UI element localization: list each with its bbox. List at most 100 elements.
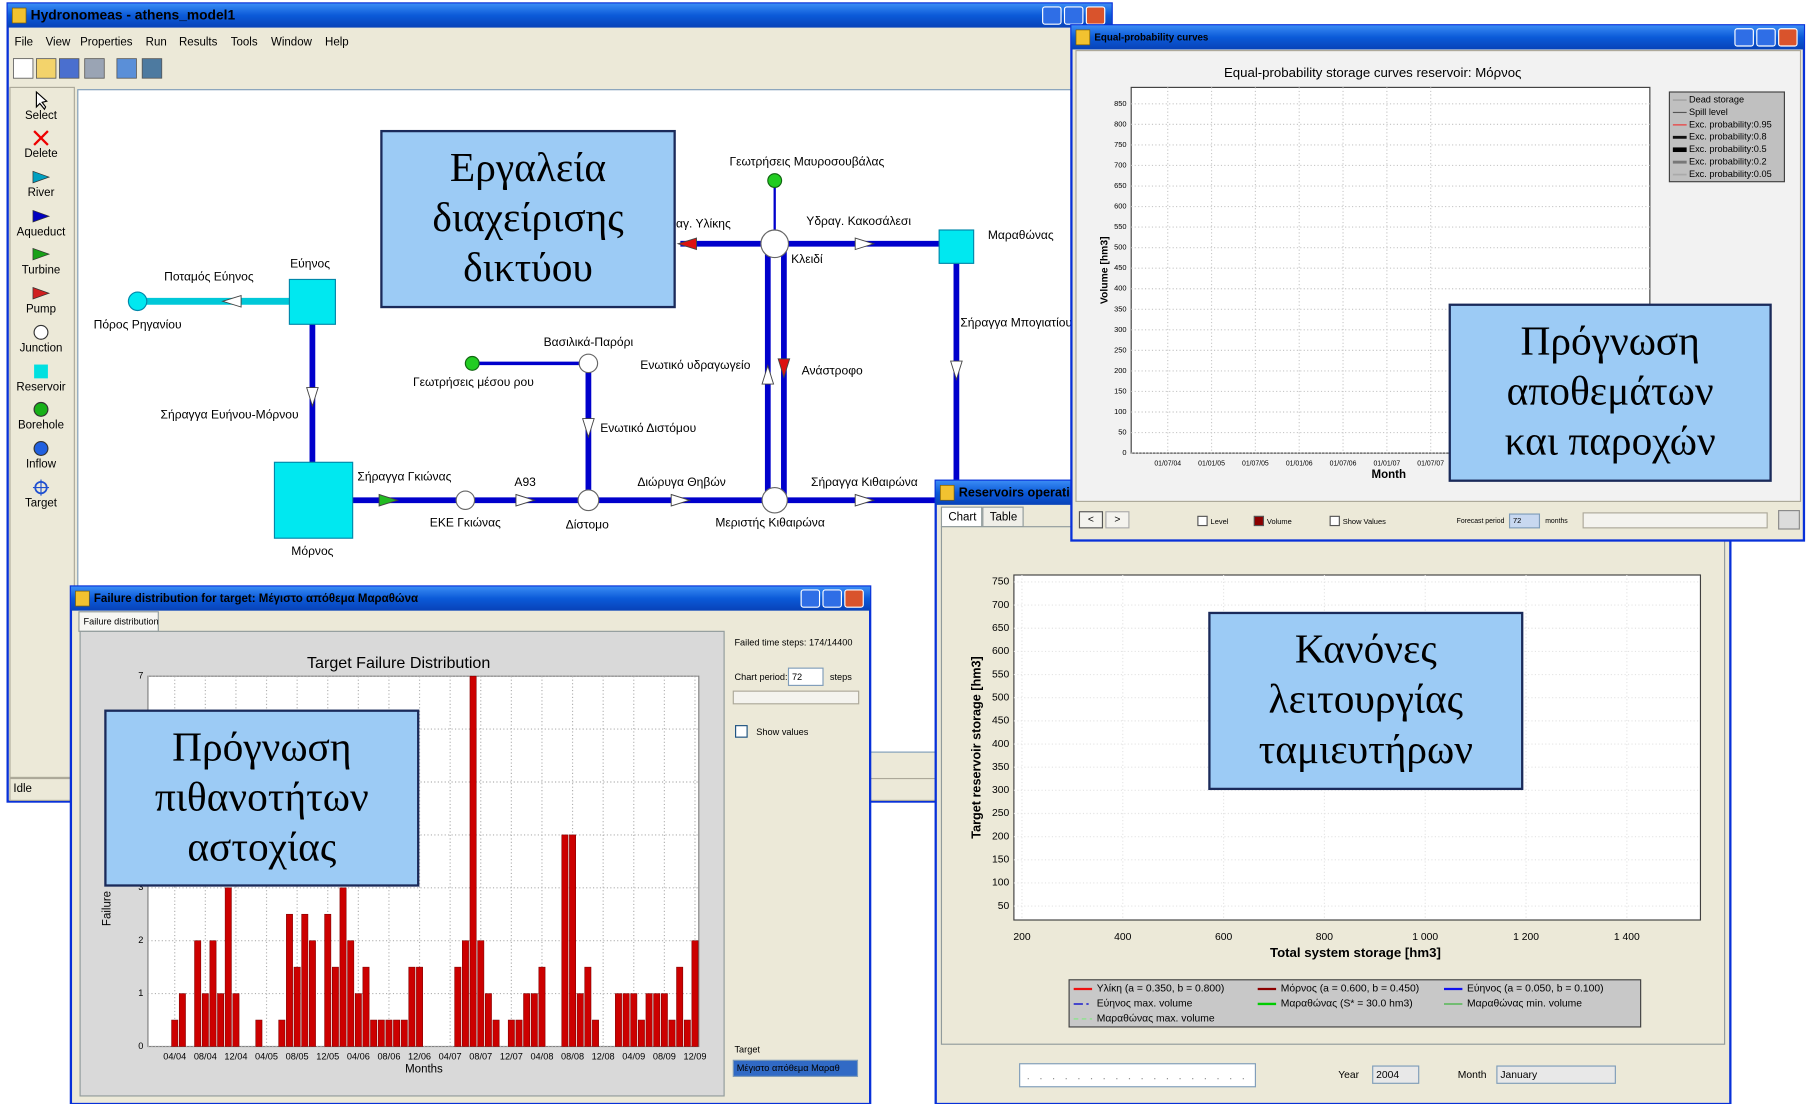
bar [569, 834, 576, 1047]
button-label: < [1088, 515, 1094, 526]
title-bar [7, 3, 1112, 28]
y-tick-label: 550 [992, 669, 1010, 680]
bar [469, 675, 477, 1047]
x-tick-label: 01/07/06 [1330, 460, 1357, 467]
junction-node [577, 489, 600, 512]
borehole-node [464, 355, 480, 371]
window-title: Hydronomeas - athens_model1 [31, 8, 236, 23]
button[interactable] [1778, 510, 1800, 530]
flow-arrow [221, 294, 242, 308]
legend-label: Exc. probability:0.5 [1689, 144, 1767, 154]
toolbar-button[interactable] [58, 58, 80, 79]
input-value: 72 [1513, 516, 1521, 525]
network-label: Σήραγγα Γκιώνας [357, 469, 451, 483]
text-input[interactable] [1508, 513, 1541, 529]
y-axis-label: Volume [hm3] [1099, 236, 1110, 304]
checkbox[interactable] [1329, 515, 1340, 527]
toolbar-button[interactable] [84, 58, 105, 79]
maximize-button[interactable] [1756, 28, 1776, 47]
minimize-button[interactable] [1042, 6, 1062, 25]
x-tick-label: 01/01/06 [1286, 460, 1313, 467]
tool-icon [33, 441, 49, 456]
legend-label: Μαραθώνας (S* = 30.0 hm3) [1281, 998, 1413, 1010]
callout-text: πιθανοτήτων [155, 773, 369, 819]
x-tick-label: 01/07/07 [1417, 460, 1444, 467]
bar [301, 913, 309, 1047]
tool-icon [34, 364, 48, 379]
maximize-button[interactable] [1063, 6, 1084, 25]
junction-node [578, 353, 599, 374]
toolbar-button[interactable] [12, 58, 34, 79]
field-label: Forecast period [1457, 518, 1505, 525]
text-input[interactable] [787, 667, 824, 686]
x-tick-label: 01/07/04 [1154, 460, 1181, 467]
minimize-button[interactable] [1734, 28, 1754, 47]
checkbox[interactable] [1197, 515, 1208, 527]
toolbar-button[interactable] [116, 58, 137, 79]
network-label: Ενωτικό Διστόμου [600, 421, 696, 435]
dropdown[interactable] [732, 1059, 859, 1077]
network-label: Α93 [514, 475, 536, 489]
toolbar-button[interactable] [35, 58, 57, 79]
close-button[interactable] [844, 589, 864, 608]
text-input[interactable] [1496, 1065, 1616, 1084]
y-tick-label: 350 [1114, 304, 1126, 313]
button[interactable] [1105, 511, 1130, 529]
flow-arrow [777, 358, 791, 379]
y-tick-label: 850 [1114, 99, 1126, 108]
x-tick-label: 08/08 [561, 1051, 584, 1061]
bar [484, 993, 492, 1047]
tool-label: Delete [24, 148, 57, 160]
text-input[interactable] [1372, 1065, 1420, 1084]
bar [255, 1019, 263, 1047]
tool-label: Junction [20, 342, 63, 354]
bar [630, 993, 638, 1047]
app-icon [75, 590, 90, 607]
close-button[interactable] [1085, 6, 1106, 25]
bar [278, 1019, 286, 1047]
minimize-button[interactable] [800, 589, 821, 608]
maximize-button[interactable] [822, 589, 842, 608]
y-tick-label: 400 [992, 739, 1010, 750]
flow-arrow [306, 387, 319, 408]
bar [377, 1019, 385, 1047]
flow-arrow [378, 493, 400, 507]
tool-label: Reservoir [16, 382, 65, 394]
legend-label: Spill level [1689, 107, 1728, 117]
button[interactable] [1078, 511, 1104, 529]
scrollbar[interactable] [1582, 512, 1768, 529]
checkbox[interactable] [1253, 515, 1265, 527]
y-tick-label: 750 [992, 577, 1010, 588]
title-bar [1071, 25, 1804, 50]
chart-title: Equal-probability storage curves reservo… [1224, 65, 1521, 80]
flow-arrow [854, 493, 876, 507]
toolbar-button[interactable] [141, 58, 163, 79]
network-label: Ενωτικό υδραγωγείο [640, 358, 750, 372]
y-tick-label: 700 [992, 600, 1010, 611]
y-tick-label: 100 [1114, 407, 1126, 416]
scrollbar[interactable] [732, 690, 860, 705]
bar [683, 1019, 691, 1047]
y-tick-label: 450 [992, 716, 1010, 727]
checkbox-label: Volume [1267, 517, 1292, 526]
dropdown-value: Μέγιστο απόθεμα Μαραθ [737, 1063, 840, 1073]
bar [362, 966, 370, 1047]
slider[interactable] [1019, 1063, 1256, 1088]
callout-text: αποθεμάτων [1507, 368, 1714, 414]
app-icon [11, 7, 27, 24]
close-button[interactable] [1778, 28, 1798, 47]
field-label: Year [1338, 1070, 1359, 1081]
bar [339, 887, 347, 1047]
tool-label: Inflow [26, 459, 57, 471]
bar [538, 966, 546, 1047]
window-title: Equal-probability curves [1094, 33, 1209, 44]
x-tick-label: 04/09 [622, 1051, 645, 1061]
checkbox[interactable] [735, 725, 748, 738]
callout-text: διαχείρισης [432, 194, 623, 240]
x-axis-label: Month [1372, 469, 1406, 481]
legend-label: Dead storage [1689, 94, 1744, 104]
network-label: Σήραγγα Μπογιατίου [960, 315, 1072, 329]
network-label: αγ. Υλίκης [676, 216, 731, 230]
callout-text: αστοχίας [187, 824, 336, 870]
